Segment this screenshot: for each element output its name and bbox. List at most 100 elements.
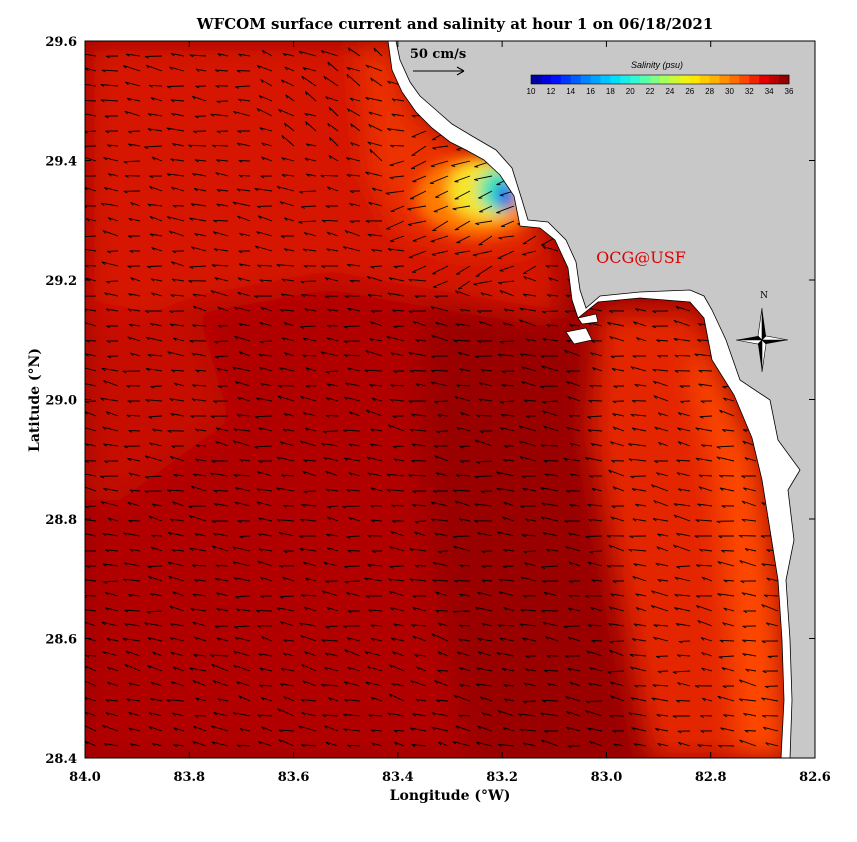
current-vector bbox=[212, 679, 229, 687]
colorbar-swatch bbox=[669, 75, 681, 84]
current-vector bbox=[349, 202, 361, 207]
current-vector bbox=[657, 670, 669, 674]
current-vector bbox=[279, 201, 295, 207]
current-vector bbox=[655, 562, 669, 567]
current-vector bbox=[388, 693, 405, 702]
current-vector bbox=[370, 505, 383, 508]
current-vector bbox=[546, 294, 559, 298]
current-vector bbox=[125, 650, 141, 657]
x-axis-ticks: 84.0 83.8 83.6 83.4 83.2 83.0 82.8 82.6 bbox=[69, 41, 831, 785]
current-vector bbox=[542, 338, 559, 342]
current-vector bbox=[279, 441, 295, 447]
current-vector bbox=[628, 712, 647, 717]
current-vector bbox=[299, 440, 317, 447]
current-vector bbox=[393, 265, 405, 269]
current-vector bbox=[437, 651, 449, 657]
current-vector bbox=[563, 457, 581, 462]
current-vector bbox=[674, 354, 691, 358]
current-vector bbox=[238, 263, 251, 267]
current-vector bbox=[209, 654, 229, 658]
current-vector bbox=[255, 397, 273, 402]
current-vector bbox=[258, 548, 273, 552]
current-vector bbox=[173, 744, 185, 748]
current-vector bbox=[543, 730, 559, 734]
current-vector bbox=[144, 475, 163, 479]
current-vector bbox=[257, 740, 273, 747]
current-vector bbox=[503, 308, 515, 312]
current-vector bbox=[124, 609, 141, 613]
current-vector bbox=[127, 308, 141, 312]
current-vector bbox=[321, 590, 339, 597]
current-vector bbox=[300, 744, 317, 748]
current-vector bbox=[675, 305, 691, 312]
current-vector bbox=[305, 173, 317, 177]
current-vector bbox=[389, 144, 405, 148]
current-vector bbox=[127, 400, 141, 404]
current-vector bbox=[103, 156, 119, 162]
current-vector bbox=[217, 698, 229, 702]
current-vector bbox=[214, 625, 229, 629]
y-tick-label: 29.4 bbox=[45, 155, 77, 170]
current-vector bbox=[412, 606, 427, 612]
current-vector bbox=[190, 608, 207, 612]
current-vector bbox=[432, 280, 449, 288]
current-vector bbox=[172, 591, 185, 597]
current-vector bbox=[540, 444, 559, 448]
current-vector bbox=[389, 175, 405, 180]
current-vector bbox=[412, 490, 427, 494]
current-vector bbox=[676, 459, 691, 463]
current-vector bbox=[611, 505, 625, 509]
current-vector bbox=[215, 440, 229, 447]
current-vector bbox=[454, 395, 471, 402]
current-vector bbox=[632, 575, 647, 582]
current-vector bbox=[145, 367, 163, 372]
current-vector bbox=[282, 652, 295, 657]
current-vector bbox=[147, 637, 163, 642]
current-vector bbox=[346, 263, 361, 267]
current-vector bbox=[412, 635, 427, 642]
current-vector bbox=[369, 320, 383, 327]
current-vector bbox=[325, 370, 339, 374]
current-vector bbox=[369, 384, 383, 388]
current-vector bbox=[411, 145, 427, 157]
colorbar-tick-label: 24 bbox=[665, 87, 674, 96]
current-vector bbox=[699, 548, 713, 552]
current-vector bbox=[215, 159, 229, 163]
current-vector bbox=[151, 428, 163, 432]
current-vector bbox=[149, 592, 163, 597]
current-vector bbox=[276, 487, 295, 492]
current-vector bbox=[191, 95, 207, 102]
current-vector bbox=[568, 594, 581, 598]
current-vector bbox=[188, 280, 207, 283]
colorbar-tick-label: 18 bbox=[606, 87, 615, 96]
current-vector bbox=[105, 55, 119, 59]
current-vector bbox=[370, 729, 383, 733]
current-vector bbox=[107, 681, 119, 687]
current-vector bbox=[415, 383, 427, 387]
current-vector bbox=[545, 265, 559, 268]
current-vector bbox=[546, 655, 559, 658]
current-vector bbox=[304, 308, 317, 312]
current-vector bbox=[279, 620, 295, 627]
current-vector bbox=[455, 384, 471, 388]
current-vector bbox=[276, 264, 295, 268]
current-vector bbox=[105, 712, 119, 717]
current-vector bbox=[346, 637, 361, 642]
current-vector bbox=[370, 519, 383, 523]
current-vector bbox=[169, 637, 185, 642]
current-vector bbox=[630, 666, 647, 672]
current-vector bbox=[609, 336, 625, 342]
current-vector bbox=[216, 367, 229, 372]
current-vector bbox=[151, 503, 163, 507]
current-vector bbox=[107, 517, 119, 522]
current-vector bbox=[255, 609, 273, 613]
current-vector bbox=[348, 472, 361, 477]
current-vector bbox=[100, 99, 119, 103]
current-vector bbox=[566, 490, 581, 494]
current-vector bbox=[694, 353, 713, 357]
current-vector bbox=[103, 186, 119, 192]
current-vector bbox=[741, 500, 757, 507]
current-vector bbox=[232, 201, 251, 207]
current-vector bbox=[542, 310, 559, 314]
current-vector bbox=[767, 655, 779, 659]
